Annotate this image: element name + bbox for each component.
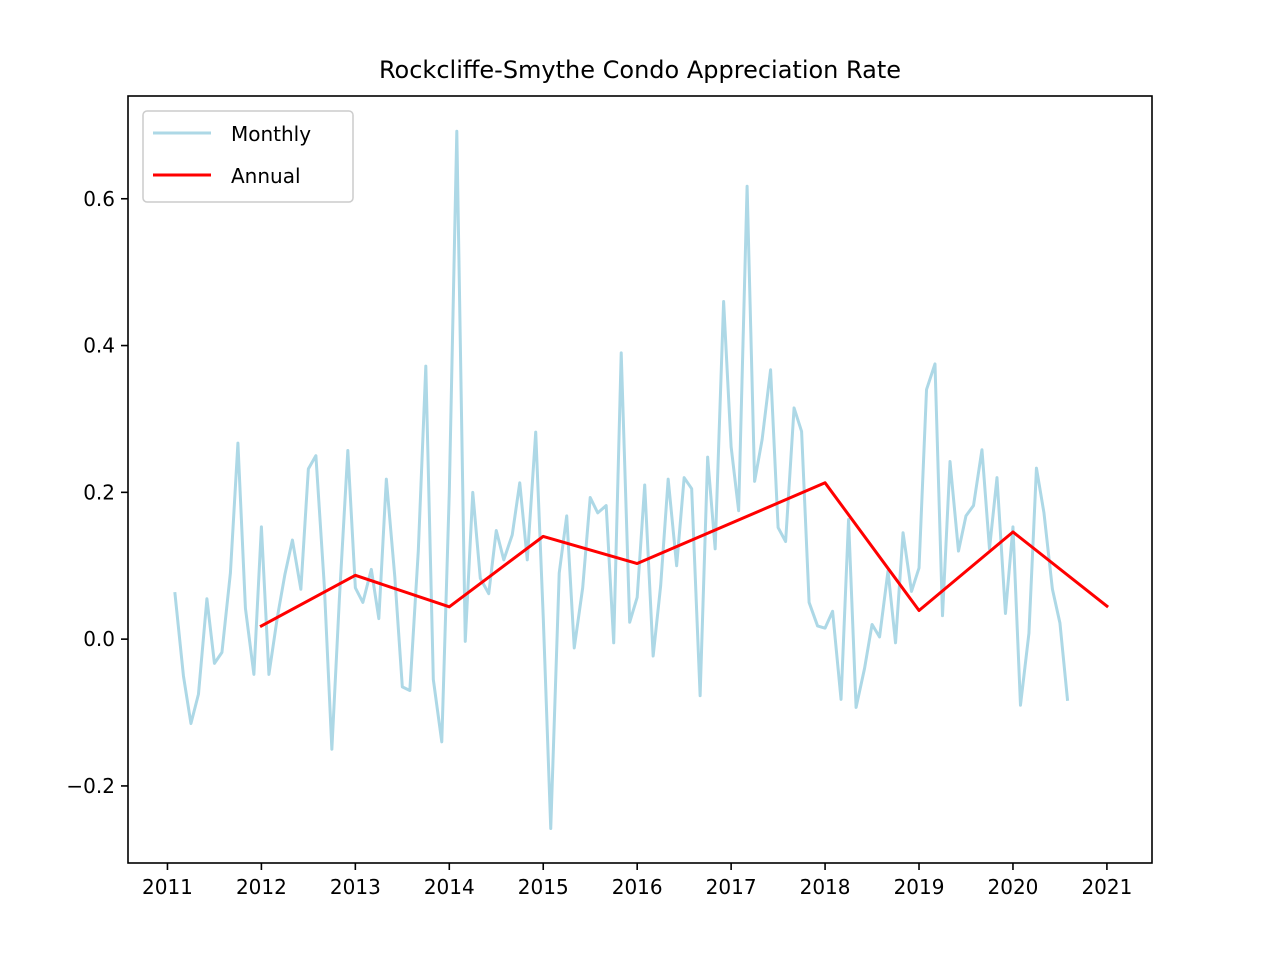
x-tick-label: 2016 bbox=[612, 875, 663, 899]
x-tick-label: 2011 bbox=[142, 875, 193, 899]
x-tick-label: 2021 bbox=[1081, 875, 1132, 899]
x-tick-label: 2012 bbox=[236, 875, 287, 899]
series-line-annual bbox=[259, 481, 1110, 628]
x-tick-label: 2019 bbox=[894, 875, 945, 899]
series-line-monthly bbox=[173, 129, 1070, 830]
y-tick-label: 0.6 bbox=[83, 187, 115, 211]
axes-layer: 2011 2012 2013 2014 2015 2016 2017 2018 2019 2020… bbox=[66, 95, 1153, 899]
legend: Monthly Annual bbox=[142, 110, 354, 203]
x-tick-label: 2013 bbox=[330, 875, 381, 899]
y-tick-label: −0.2 bbox=[66, 774, 115, 798]
chart-title: Rockcliffe-Smythe Condo Appreciation Rat… bbox=[379, 56, 901, 84]
series-layer bbox=[173, 129, 1110, 830]
y-tick-label: 0.4 bbox=[83, 334, 115, 358]
legend-label-monthly: Monthly bbox=[231, 122, 311, 146]
x-tick-label: 2020 bbox=[988, 875, 1039, 899]
axes-frame bbox=[127, 95, 1153, 864]
x-tick-label: 2017 bbox=[706, 875, 757, 899]
legend-label-annual: Annual bbox=[231, 164, 301, 188]
y-tick-label: 0.0 bbox=[83, 627, 115, 651]
y-tick-label: 0.2 bbox=[83, 480, 115, 504]
x-tick-label: 2015 bbox=[518, 875, 569, 899]
x-tick-label: 2014 bbox=[424, 875, 475, 899]
x-tick-label: 2018 bbox=[800, 875, 851, 899]
